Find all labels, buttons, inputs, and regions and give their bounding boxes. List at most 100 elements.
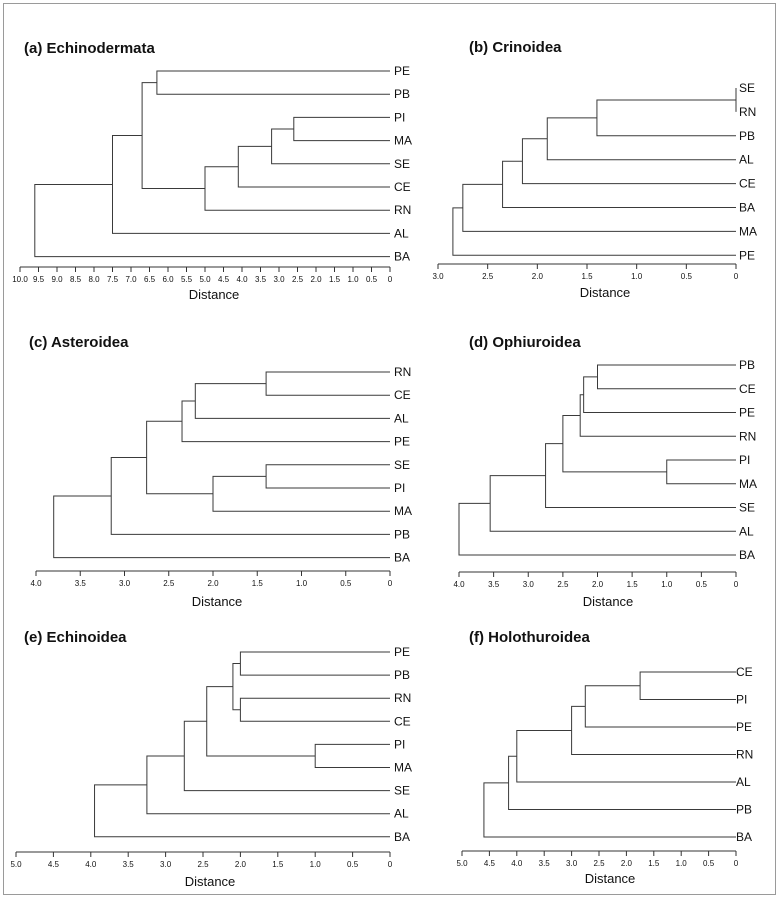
tick-label: 3.0 (523, 580, 535, 589)
panel-title: (e) Echinoidea (24, 629, 127, 646)
leaf-label-al: AL (736, 775, 751, 789)
panel-title: (f) Holothuroidea (469, 629, 590, 646)
panel-f: (f) Holothuroidea CE PI PE RN AL PB BA 5.0 4.5 4… (456, 629, 753, 886)
branch-5 (212, 475, 390, 512)
tick-label: 2.5 (163, 579, 175, 588)
tick-label: 9.5 (33, 275, 45, 284)
leaf-label-pb: PB (739, 358, 755, 372)
tick-label: 3.0 (273, 275, 285, 284)
tick-label: 2.0 (621, 859, 633, 868)
leaf-label-pe: PE (736, 720, 752, 734)
panel-b: (b) Crinoidea SE RN PB AL CE BA MA PE 3.0 2.5 2.0… (432, 39, 757, 300)
branch-6 (141, 82, 205, 189)
panel-a: (a) Echinodermata PE PB PI MA SE CE RN AL BA 10.… (12, 40, 412, 302)
dendrogram-f: CE PI PE RN AL PB BA (483, 665, 753, 844)
panel-d: (d) Ophiuroidea PB CE PE RN PI MA SE AL BA 4.0 3.… (453, 334, 757, 609)
figure-frame (3, 3, 776, 895)
leaf-label-ce: CE (394, 388, 411, 402)
leaf-label-ma: MA (394, 504, 412, 518)
branch-8 (34, 183, 390, 258)
branch-2 (293, 116, 390, 142)
leaf-label-al: AL (394, 411, 409, 425)
tick-label: 3.0 (160, 860, 172, 869)
tick-label: 8.0 (88, 275, 100, 284)
axis-title: Distance (189, 287, 240, 302)
leaf-label-pb: PB (394, 527, 410, 541)
tick-label: 2.0 (235, 860, 247, 869)
leaf-label-rn: RN (739, 429, 756, 443)
panel-c: (c) Asteroidea RN CE AL PE SE PI MA PB BA 4.0 3.5… (29, 334, 412, 609)
branch-7 (452, 207, 736, 256)
branch-8 (53, 495, 390, 559)
leaf-label-ce: CE (394, 714, 411, 728)
branch-7 (112, 135, 390, 234)
dendrogram-a: PE PB PI MA SE CE RN AL BA (34, 64, 412, 264)
tick-label: 0.5 (681, 272, 693, 281)
tick-label: 2.0 (207, 579, 219, 588)
branch-4 (314, 743, 390, 768)
axis-title: Distance (583, 594, 634, 609)
branch-2 (194, 383, 390, 419)
tick-label: 1.5 (627, 580, 639, 589)
branch-3 (546, 117, 736, 161)
branch-3 (181, 400, 390, 443)
tick-label: 0.5 (366, 275, 378, 284)
leaf-label-se: SE (739, 501, 755, 515)
tick-label: 0 (388, 579, 393, 588)
tick-label: 0 (734, 272, 739, 281)
leaf-label-ba: BA (736, 830, 752, 844)
tick-label: 4.0 (511, 859, 523, 868)
tick-label: 3.5 (488, 580, 500, 589)
panel-e: (e) Echinoidea PE PB RN CE PI MA SE AL BA 5.0 4.5… (10, 629, 412, 889)
distance-axis-c: 4.0 3.5 3.0 2.5 2.0 1.5 1.0 0.5 0 (30, 570, 393, 588)
tick-label: 6.0 (162, 275, 174, 284)
leaf-label-pe: PE (739, 248, 755, 262)
tick-label: 8.5 (70, 275, 82, 284)
branch-3 (271, 128, 390, 165)
leaf-label-pi: PI (394, 481, 405, 495)
tick-label: 5.0 (456, 859, 468, 868)
tick-label: 1.5 (581, 272, 593, 281)
branch-1 (156, 70, 390, 95)
branch-6 (545, 443, 736, 508)
leaf-label-ma: MA (394, 761, 412, 775)
leaf-label-pb: PB (394, 668, 410, 682)
branch-7 (489, 475, 736, 532)
leaf-label-ce: CE (739, 177, 756, 191)
branch-4 (265, 464, 390, 489)
leaf-label-se: SE (394, 784, 410, 798)
panel-title: (d) Ophiuroidea (469, 334, 581, 351)
leaf-label-se: SE (394, 157, 410, 171)
leaf-label-al: AL (394, 226, 409, 240)
branch-3 (571, 705, 736, 755)
branch-5 (508, 755, 736, 810)
leaf-label-ce: CE (736, 665, 753, 679)
branch-6 (146, 420, 213, 495)
leaf-label-ba: BA (739, 548, 755, 562)
leaf-label-pe: PE (394, 435, 410, 449)
tick-label: 2.5 (482, 272, 494, 281)
tick-label: 4.5 (218, 275, 230, 284)
tick-label: 1.0 (310, 860, 322, 869)
leaf-label-rn: RN (739, 105, 756, 119)
leaf-label-ma: MA (739, 477, 757, 491)
distance-axis-b: 3.0 2.5 2.0 1.5 1.0 0.5 0 (432, 263, 739, 281)
leaf-label-rn: RN (736, 748, 753, 762)
branch-5 (204, 166, 390, 211)
tick-label: 2.0 (592, 580, 604, 589)
distance-axis-d: 4.0 3.5 3.0 2.5 2.0 1.5 1.0 0.5 0 (453, 571, 739, 589)
leaf-label-ma: MA (394, 134, 412, 148)
dendrogram-b: SE RN PB AL CE BA MA PE (452, 81, 757, 262)
tick-label: 3.5 (75, 579, 87, 588)
branch-2 (596, 99, 736, 137)
tick-label: 5.0 (10, 860, 22, 869)
leaf-label-pi: PI (736, 693, 747, 707)
branch-4 (516, 729, 736, 783)
leaf-label-pi: PI (394, 737, 405, 751)
tick-label: 2.5 (593, 859, 605, 868)
tick-label: 4.0 (30, 579, 42, 588)
branch-5 (562, 414, 667, 473)
dendrogram-e: PE PB RN CE PI MA SE AL BA (94, 645, 412, 844)
tick-label: 0 (388, 860, 393, 869)
leaf-label-ba: BA (394, 551, 410, 565)
